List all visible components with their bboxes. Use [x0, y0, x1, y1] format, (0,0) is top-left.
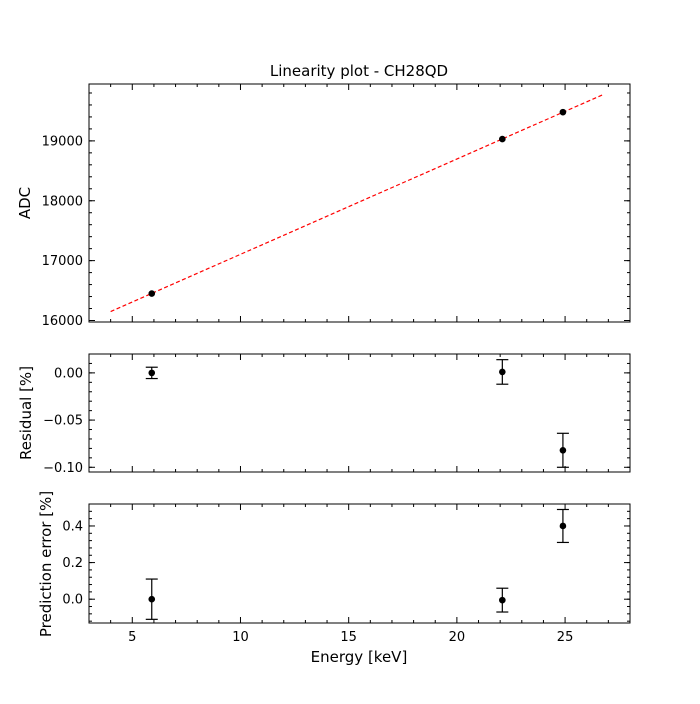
y-tick-label: 16000 — [42, 314, 83, 329]
panel-residual: 0.00 −0.05 −0.10 — [43, 353, 631, 476]
y-tick-label: 18000 — [42, 194, 83, 209]
data-point — [499, 596, 506, 604]
plot-layer: 16000 17000 18000 19000 0.00 −0.05 −0.10 0.0 0.2… — [42, 83, 631, 645]
x-tick-label: 25 — [557, 630, 574, 645]
data-point — [148, 369, 156, 377]
x-tick-label: 15 — [340, 630, 357, 645]
x-axis-label: Energy [keV] — [311, 648, 408, 666]
data-point — [559, 522, 567, 530]
y-axis-label-adc: ADC — [16, 187, 34, 219]
x-tick-label: 10 — [232, 630, 249, 645]
y-tick-label: −0.05 — [43, 414, 83, 429]
x-tick-label: 5 — [128, 630, 136, 645]
data-point — [559, 108, 567, 116]
chart-title: Linearity plot - CH28QD — [270, 62, 448, 80]
x-tick-label: 20 — [449, 630, 466, 645]
y-tick-label: −0.10 — [43, 461, 83, 476]
data-point — [148, 595, 156, 603]
panel-frame — [88, 83, 631, 323]
y-axis-label-prediction: Prediction error [%] — [37, 491, 55, 637]
y-tick-label: 0.4 — [62, 519, 83, 534]
y-tick-label: 0.2 — [62, 556, 83, 571]
y-axis-label-residual: Residual [%] — [17, 366, 35, 460]
data-point — [499, 368, 506, 376]
data-point — [559, 446, 567, 454]
fit-line — [110, 93, 605, 313]
y-tick-label: 0.0 — [62, 593, 83, 608]
y-tick-label: 17000 — [42, 254, 83, 269]
data-point — [499, 135, 506, 143]
panel-adc: 16000 17000 18000 19000 — [42, 83, 631, 329]
y-tick-label: 0.00 — [54, 366, 83, 381]
data-point — [148, 290, 156, 297]
panel-frame — [88, 503, 631, 624]
panel-frame — [88, 353, 631, 473]
y-tick-label: 19000 — [42, 134, 83, 149]
panel-prediction: 0.0 0.2 0.4 5 10 15 20 25 — [62, 503, 631, 645]
